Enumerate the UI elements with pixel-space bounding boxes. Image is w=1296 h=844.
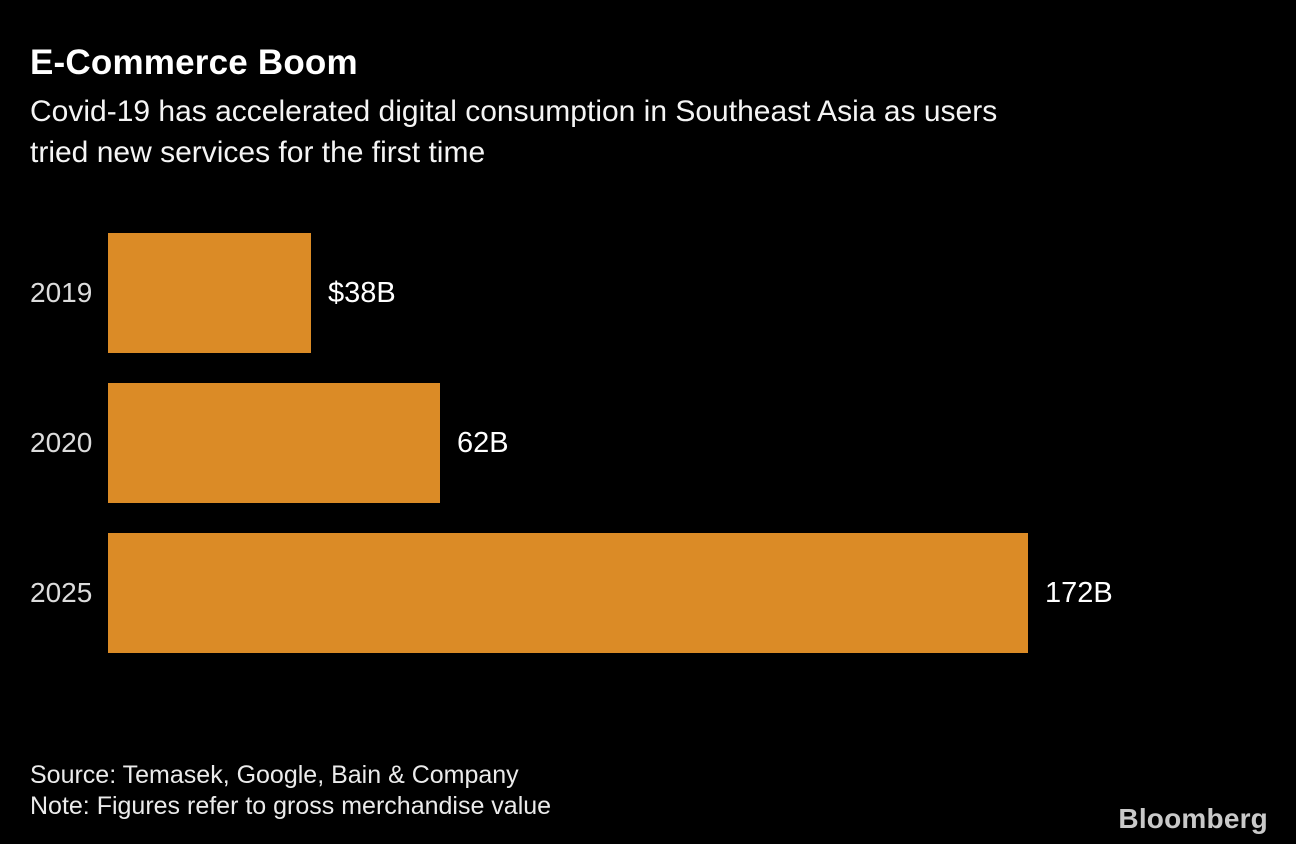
chart-footnotes: Source: Temasek, Google, Bain & Company …: [30, 760, 551, 822]
value-label-2019: $38B: [328, 276, 396, 309]
bar-2019: [108, 233, 311, 353]
chart-title: E-Commerce Boom: [30, 43, 358, 82]
note-text: Note: Figures refer to gross merchandise…: [30, 792, 552, 820]
chart-header: E-Commerce Boom Covid-19 has accelerated…: [30, 42, 1270, 173]
category-label-2025: 2025: [30, 577, 93, 608]
bar-2020: [108, 383, 440, 503]
bloomberg-logo: Bloomberg: [1118, 803, 1268, 834]
value-label-2020: 62B: [457, 426, 509, 459]
value-label-2025: 172B: [1045, 576, 1113, 609]
bar-2025: [108, 533, 1028, 653]
chart-subtitle: Covid-19 has accelerated digital consump…: [30, 91, 1270, 173]
chart-subtitle-line-2: tried new services for the first time: [30, 136, 486, 169]
category-label-2020: 2020: [30, 427, 93, 458]
source-text: Source: Temasek, Google, Bain & Company: [30, 761, 519, 789]
category-label-2019: 2019: [30, 277, 93, 308]
chart-subtitle-line-1: Covid-19 has accelerated digital consump…: [30, 95, 998, 128]
bar-row-2019: 2019 $38B: [30, 233, 396, 353]
bar-row-2020: 2020 62B: [30, 383, 509, 503]
bar-row-2025: 2025 172B: [30, 533, 1113, 653]
